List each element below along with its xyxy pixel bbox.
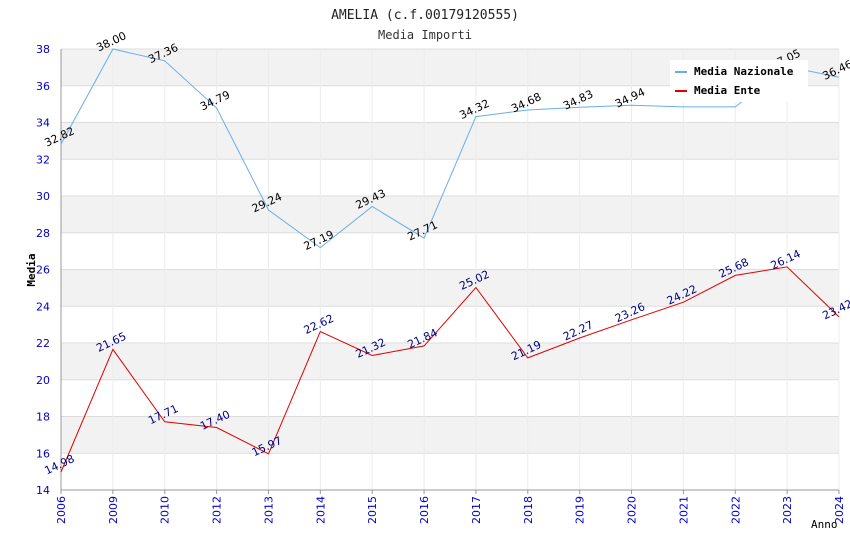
y-tick-label: 30 (36, 190, 50, 203)
series-line-ente (60, 266, 840, 473)
y-tick-labels: 14 16 18 20 22 24 26 28 30 32 34 36 38 (36, 43, 50, 497)
y-tick-label: 32 (36, 153, 50, 166)
x-tick-label: 2024 (833, 496, 846, 524)
legend-label-ente: Media Ente (694, 84, 761, 97)
x-tick-label: 2016 (418, 496, 431, 524)
y-tick-label: 16 (36, 447, 50, 460)
x-tick-label: 2010 (159, 496, 172, 524)
y-tick-label: 38 (36, 43, 50, 56)
x-tick-label: 2015 (366, 496, 379, 524)
x-tick-label: 2017 (470, 496, 483, 524)
background-band (61, 269, 839, 307)
x-tick-label: 2020 (626, 496, 639, 524)
legend-box (670, 60, 808, 102)
x-tick-label: 2018 (522, 496, 535, 524)
chart-title: AMELIA (c.f.00179120555) (331, 8, 519, 23)
x-tick-labels: 2006 2009 2010 2012 2013 2014 2015 2016 2017 2018… (55, 496, 846, 524)
background-band (61, 196, 839, 233)
background-band (61, 122, 839, 160)
y-tick-label: 34 (36, 117, 50, 130)
x-tick-label: 2014 (314, 496, 327, 524)
y-tick-label: 20 (36, 374, 50, 387)
series-lines (60, 48, 840, 473)
x-axis-label: Anno (811, 518, 838, 531)
legend: Media Nazionale Media Ente (670, 60, 808, 102)
y-axis-label: Media (25, 253, 38, 286)
x-tick-label: 2021 (677, 496, 690, 524)
legend-label-nazionale: Media Nazionale (694, 65, 794, 78)
background-band (61, 416, 839, 454)
y-tick-label: 36 (36, 80, 50, 93)
background-band (61, 343, 839, 380)
x-tick-label: 2022 (729, 496, 742, 524)
x-tick-label: 2006 (55, 496, 68, 524)
axes (60, 49, 840, 494)
chart-subtitle: Media Importi (378, 28, 472, 42)
series-line-nazionale (60, 48, 840, 249)
x-tick-label: 2009 (107, 496, 120, 524)
x-tick-label: 2013 (262, 496, 275, 524)
y-tick-label: 26 (36, 264, 50, 277)
x-tick-label: 2019 (574, 496, 587, 524)
x-tick-label: 2023 (781, 496, 794, 524)
y-tick-label: 22 (36, 337, 50, 350)
y-tick-label: 18 (36, 411, 50, 424)
y-tick-label: 28 (36, 227, 50, 240)
y-tick-label: 14 (36, 484, 50, 497)
x-tick-label: 2012 (211, 496, 224, 524)
y-tick-label: 24 (36, 300, 50, 313)
